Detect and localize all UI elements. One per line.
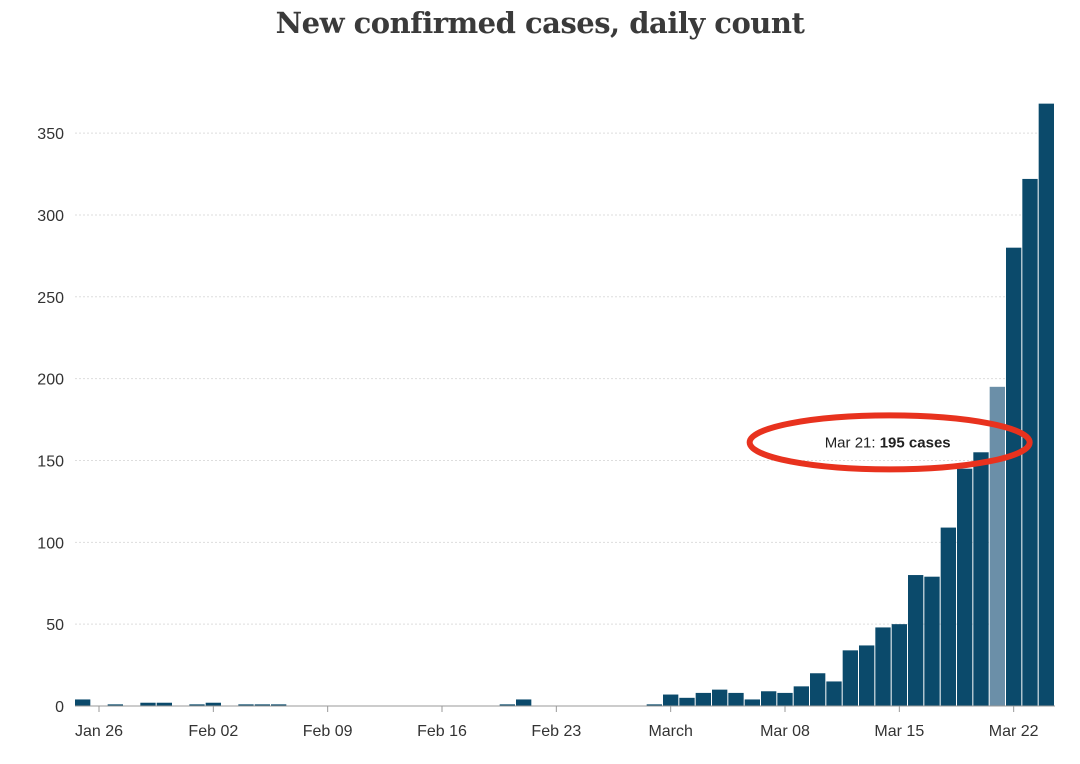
bar[interactable] xyxy=(695,692,711,706)
bar[interactable] xyxy=(189,704,205,706)
bar[interactable] xyxy=(679,697,695,706)
bar[interactable] xyxy=(973,452,989,706)
tooltip-date: Mar 21: xyxy=(825,434,876,451)
x-tick-label: Mar 22 xyxy=(989,723,1039,740)
x-tick-label: Jan 26 xyxy=(75,723,123,740)
bar[interactable] xyxy=(842,650,858,706)
bar[interactable] xyxy=(859,645,875,706)
bar[interactable] xyxy=(205,702,221,706)
bar[interactable] xyxy=(826,681,842,706)
y-tick-label: 250 xyxy=(37,290,64,307)
x-tick-label: Mar 08 xyxy=(760,723,810,740)
bar[interactable] xyxy=(516,699,532,706)
bar[interactable] xyxy=(924,576,940,706)
bar[interactable] xyxy=(1006,247,1022,706)
y-tick-label: 300 xyxy=(37,208,64,225)
bar[interactable] xyxy=(1038,103,1054,706)
bar[interactable] xyxy=(908,575,924,706)
bars xyxy=(75,103,1054,706)
x-tick-label: Feb 16 xyxy=(417,723,467,740)
bar[interactable] xyxy=(238,704,254,706)
y-axis: 0 50 100 150 200 250 300 350 xyxy=(37,126,64,716)
x-tick-label: Feb 23 xyxy=(531,723,581,740)
bar[interactable] xyxy=(940,527,956,706)
y-tick-label: 50 xyxy=(46,617,64,634)
bar[interactable] xyxy=(663,694,679,706)
chart-title: New confirmed cases, daily count xyxy=(275,6,805,40)
bar[interactable] xyxy=(810,673,826,706)
bar[interactable] xyxy=(646,704,662,706)
bar[interactable] xyxy=(254,704,270,706)
x-tick-label: Mar 15 xyxy=(874,723,924,740)
tooltip-text: Mar 21: 195 cases xyxy=(825,434,951,451)
y-tick-label: 350 xyxy=(37,126,64,143)
y-tick-label: 0 xyxy=(55,699,64,716)
y-tick-label: 100 xyxy=(37,535,64,552)
bar[interactable] xyxy=(793,686,809,706)
bar[interactable] xyxy=(875,627,891,706)
x-tick-label: Feb 09 xyxy=(303,723,353,740)
bar[interactable] xyxy=(499,704,515,706)
y-tick-label: 150 xyxy=(37,453,64,470)
bar[interactable] xyxy=(891,624,907,706)
bar[interactable] xyxy=(75,699,91,706)
bar[interactable] xyxy=(107,704,123,706)
tooltip: Mar 21: 195 cases xyxy=(746,412,1033,473)
bar[interactable] xyxy=(957,468,973,706)
tooltip-value: 195 cases xyxy=(880,434,951,451)
bar[interactable] xyxy=(271,704,287,706)
bar[interactable] xyxy=(728,692,744,706)
bar[interactable] xyxy=(140,702,156,706)
bar[interactable] xyxy=(761,691,777,706)
y-tick-label: 200 xyxy=(37,372,64,389)
x-axis: Jan 26 Feb 02 Feb 09 Feb 16 Feb 23 March Mar 0… xyxy=(75,705,1055,740)
annotation-circle xyxy=(746,412,1033,473)
bar[interactable] xyxy=(989,386,1005,706)
grid-lines xyxy=(75,132,1055,625)
x-tick-label: Feb 02 xyxy=(188,723,238,740)
bar[interactable] xyxy=(156,702,172,706)
bar[interactable] xyxy=(777,692,793,706)
bar[interactable] xyxy=(712,689,728,706)
x-tick-label: March xyxy=(648,723,692,740)
bar[interactable] xyxy=(744,699,760,706)
